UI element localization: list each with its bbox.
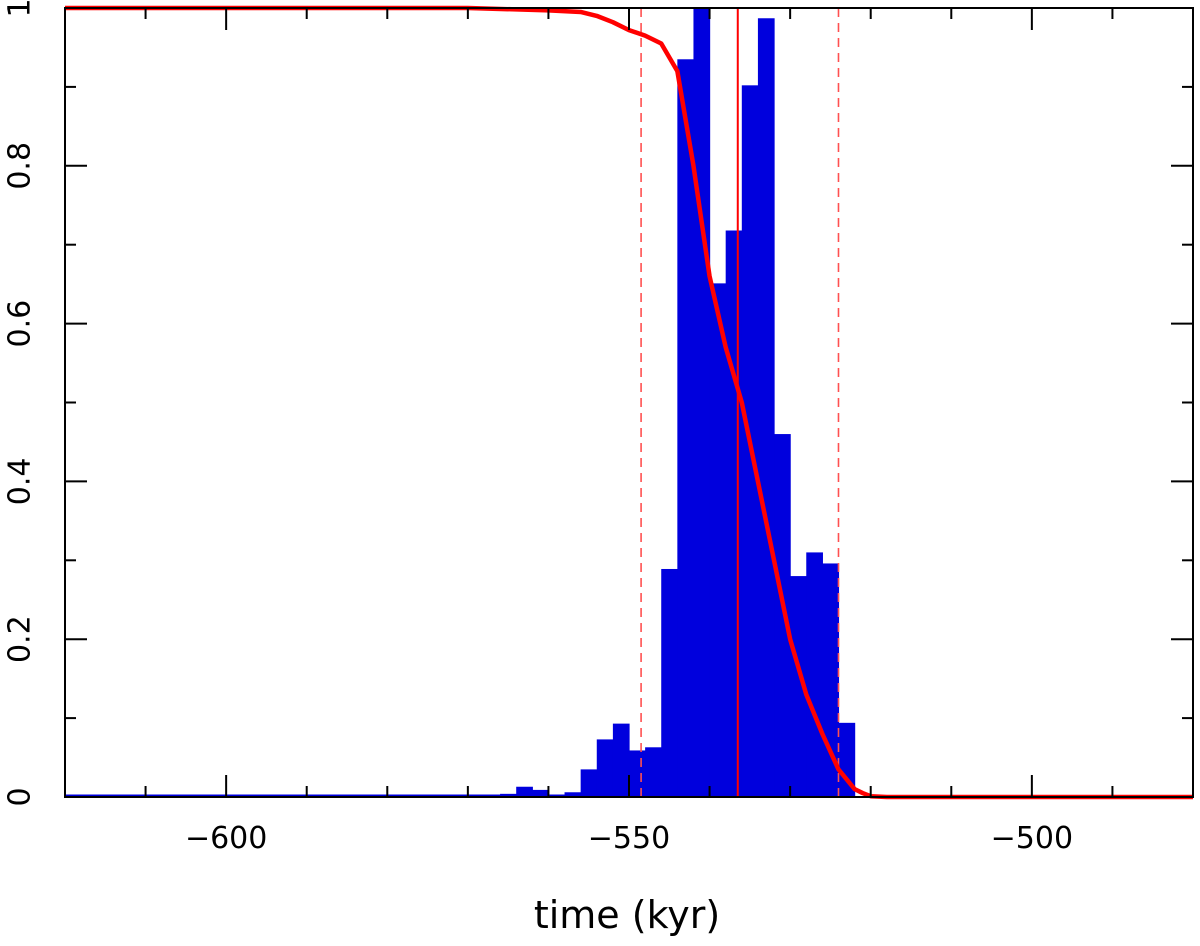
reference-lines xyxy=(640,8,840,797)
y-tick-label: 0 xyxy=(3,787,38,806)
histogram-bar xyxy=(790,576,807,797)
histogram-bar xyxy=(516,786,533,797)
histogram-bar xyxy=(629,750,646,797)
histogram-bars xyxy=(65,8,856,798)
cumulative-curve-layer xyxy=(65,5,1193,800)
x-tick-label: −500 xyxy=(991,821,1073,856)
histogram-bar xyxy=(612,723,630,797)
x-axis-label: time (kyr) xyxy=(534,893,720,937)
y-tick-label: 0.4 xyxy=(3,458,38,506)
histogram-bar xyxy=(677,59,695,798)
y-tick-label: 1 xyxy=(3,0,38,18)
histogram-bar xyxy=(596,739,614,797)
axes: −600 −550 −500 0 0.2 0.4 0.6 0.8 1 xyxy=(3,0,1194,856)
histogram-bar xyxy=(709,283,727,798)
y-tick-label: 0.2 xyxy=(3,615,38,663)
histogram-bar xyxy=(774,434,791,797)
y-tick-label: 0.6 xyxy=(3,300,38,348)
histogram-bar xyxy=(580,769,598,797)
cumulative-curve xyxy=(65,5,1193,800)
histogram-bar xyxy=(645,747,662,797)
histogram-bar xyxy=(838,722,856,797)
x-tick-label: −600 xyxy=(185,821,267,856)
histogram-bar xyxy=(532,789,550,797)
plot-frame xyxy=(64,7,1194,798)
histogram-bar xyxy=(806,552,823,797)
histogram-bar xyxy=(725,230,743,798)
x-tick-label: −550 xyxy=(588,821,670,856)
histogram-bar xyxy=(693,8,711,797)
y-tick-label: 0.8 xyxy=(3,142,38,190)
histogram-bar xyxy=(661,568,678,797)
histogram-bar xyxy=(757,18,775,797)
